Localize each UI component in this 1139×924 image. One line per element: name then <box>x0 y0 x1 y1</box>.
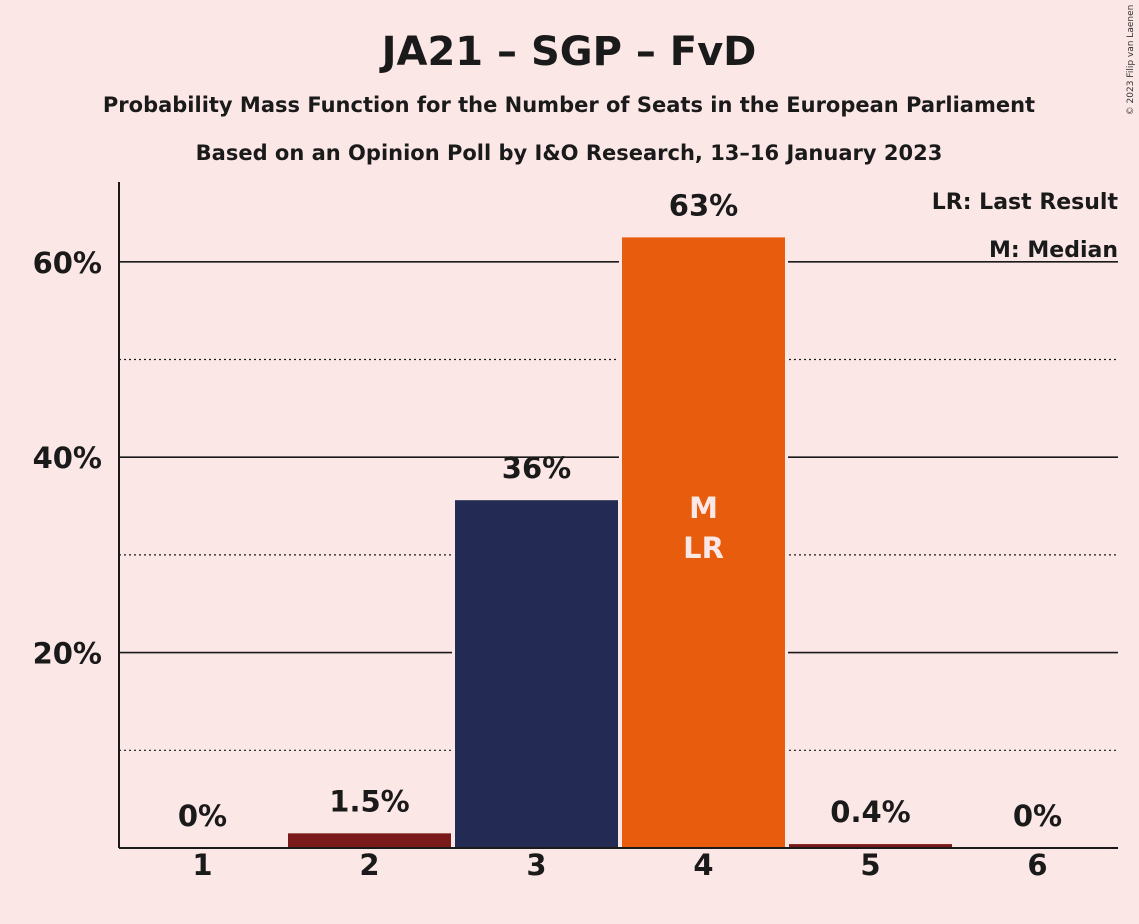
bar-value-label: 0.4% <box>830 795 910 829</box>
x-tick-label: 1 <box>192 848 212 882</box>
legend-entry-median: M: Median <box>989 238 1118 263</box>
y-tick-label: 60% <box>33 246 102 280</box>
bars-group <box>285 234 955 848</box>
x-tick-label: 4 <box>693 848 713 882</box>
bar <box>455 500 618 848</box>
x-tick-label: 2 <box>359 848 379 882</box>
chart-title: JA21 – SGP – FvD <box>379 29 757 75</box>
chart-subtitle-line-1: Probability Mass Function for the Number… <box>103 93 1035 117</box>
labels-group: 20% 40% 60% 0% 1 1.5% 2 36% 3 63% 4 M LR 0.4% 5 0% 6 <box>33 188 1063 882</box>
x-tick-label: 5 <box>860 848 880 882</box>
bar-value-label: 63% <box>669 188 738 222</box>
chart-subtitle-line-2: Based on an Opinion Poll by I&O Research… <box>196 141 943 165</box>
grid-lines <box>119 260 1118 751</box>
bar-marker-label: M <box>689 491 718 525</box>
bar-value-label: 0% <box>1013 799 1062 833</box>
bar-value-label: 0% <box>178 799 227 833</box>
x-tick-label: 6 <box>1027 848 1047 882</box>
legend-entry-last-result: LR: Last Result <box>932 190 1119 215</box>
y-tick-label: 40% <box>33 441 102 475</box>
bar-value-label: 36% <box>502 451 571 485</box>
x-tick-label: 3 <box>526 848 546 882</box>
bar-value-label: 1.5% <box>329 784 409 818</box>
copyright-note: © 2023 Filip van Laenen <box>1126 5 1136 116</box>
bar <box>789 844 952 848</box>
bar <box>622 237 785 848</box>
bar <box>288 833 451 848</box>
axes-group <box>118 182 1118 849</box>
bar-marker-label: LR <box>683 531 724 565</box>
y-tick-label: 20% <box>33 637 102 671</box>
